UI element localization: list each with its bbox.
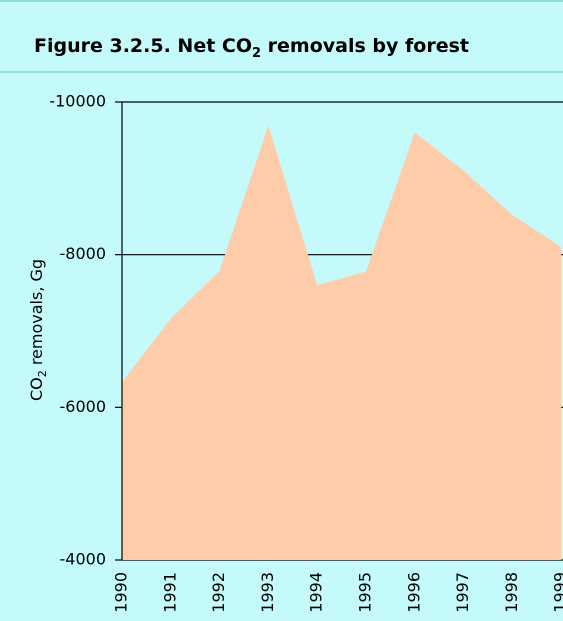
title-part: Figure 3.2.5. Net CO — [34, 35, 252, 57]
y-axis-label: CO2 removals, Gg — [27, 259, 49, 401]
chart-title: Figure 3.2.5. Net CO2 removals by forest — [34, 35, 469, 61]
area — [122, 125, 562, 560]
title-part: removals by forest — [261, 35, 469, 57]
x-tick-label: 1994 — [307, 572, 326, 613]
x-tick-label: 1995 — [356, 572, 375, 613]
y-tick-label: -4000 — [60, 550, 107, 569]
label-part: removals, Gg — [27, 259, 46, 370]
x-tick-label: 1992 — [209, 572, 228, 613]
title-subscript: 2 — [252, 46, 261, 61]
x-tick-label: 1997 — [453, 572, 472, 613]
y-tick-label: -10000 — [49, 92, 106, 111]
x-tick-label: 1999 — [551, 572, 563, 613]
y-tick-label: -8000 — [60, 244, 107, 263]
x-tick-label: 1996 — [404, 572, 423, 613]
x-tick-label: 1990 — [112, 572, 131, 613]
x-tick-label: 1998 — [502, 572, 521, 613]
x-tick-label: 1991 — [160, 572, 179, 613]
x-tick-label: 1993 — [258, 572, 277, 613]
label-part: CO — [27, 377, 46, 401]
label-subscript: 2 — [36, 370, 49, 377]
y-tick-label: -6000 — [60, 397, 107, 416]
